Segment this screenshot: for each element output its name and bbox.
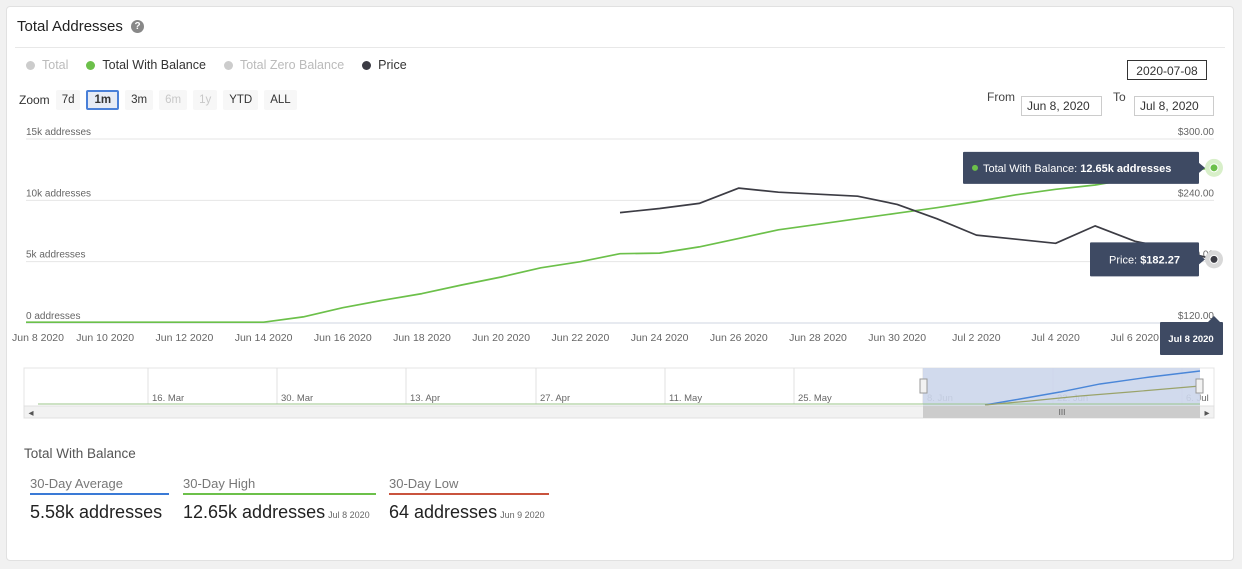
zoom-button-1y[interactable]: 1y xyxy=(193,90,218,110)
range-to-input[interactable]: Jul 8, 2020 xyxy=(1134,96,1214,116)
stats-title: Total With Balance xyxy=(24,446,136,461)
stat-label: 30-Day High xyxy=(183,476,256,491)
legend-label: Price xyxy=(378,58,407,72)
zoom-button-ytd[interactable]: YTD xyxy=(223,90,259,110)
stat-block: 30-Day High 12.65k addresses Jul 8 2020 xyxy=(183,476,376,523)
stat-label: 30-Day Low xyxy=(389,476,459,491)
legend-label: Total xyxy=(42,58,69,72)
legend-item-total[interactable]: Total xyxy=(26,58,68,72)
legend-label: Total Zero Balance xyxy=(239,58,345,72)
zoom-button-all[interactable]: ALL xyxy=(264,90,297,110)
stat-label: 30-Day Average xyxy=(30,476,123,491)
stat-underline xyxy=(183,493,376,495)
date-badge: 2020-07-08 xyxy=(1127,60,1207,80)
legend-item-total-zero-balance[interactable]: Total Zero Balance xyxy=(223,58,345,72)
page-title: Total Addresses xyxy=(17,18,123,35)
zoom-label: Zoom xyxy=(19,93,50,107)
stat-underline xyxy=(389,493,549,495)
legend-item-price[interactable]: Price xyxy=(362,58,407,72)
legend-marker-icon xyxy=(26,60,35,70)
legend-marker-icon xyxy=(223,60,233,70)
stat-block: 30-Day Average 5.58k addresses xyxy=(30,476,169,523)
stat-value-row: 64 addresses Jun 9 2020 xyxy=(389,502,549,523)
range-from-label: From xyxy=(987,90,1015,104)
stat-value-row: 12.65k addresses Jul 8 2020 xyxy=(183,502,376,523)
stat-date: Jul 8 2020 xyxy=(328,510,370,520)
stat-date: Jun 9 2020 xyxy=(500,510,545,520)
range-to-label: To xyxy=(1113,90,1126,104)
legend-marker-icon xyxy=(86,60,96,70)
stat-underline xyxy=(30,493,169,495)
zoom-button-6m[interactable]: 6m xyxy=(159,90,188,110)
help-icon[interactable]: ? xyxy=(131,20,144,33)
zoom-button-7d[interactable]: 7d xyxy=(55,90,81,110)
chart-legend: Total Total With Balance Total Zero Balanc… xyxy=(26,58,425,72)
zoom-button-3m[interactable]: 3m xyxy=(125,90,154,110)
range-from-input[interactable]: Jun 8, 2020 xyxy=(1021,96,1102,116)
legend-label: Total With Balance xyxy=(102,58,206,72)
stat-value: 5.58k addresses xyxy=(30,502,163,522)
zoom-controls: Zoom 7d 1m 3m 6m 1y YTD ALL xyxy=(19,90,303,110)
legend-marker-icon xyxy=(362,60,372,70)
header-divider xyxy=(15,47,1225,48)
legend-item-total-with-balance[interactable]: Total With Balance xyxy=(86,58,206,72)
stat-value: 12.65k addresses xyxy=(183,502,326,522)
zoom-button-1m[interactable]: 1m xyxy=(86,90,120,110)
stat-block: 30-Day Low 64 addresses Jun 9 2020 xyxy=(389,476,549,523)
stat-value: 64 addresses xyxy=(389,502,498,522)
stat-value-row: 5.58k addresses xyxy=(30,502,169,523)
